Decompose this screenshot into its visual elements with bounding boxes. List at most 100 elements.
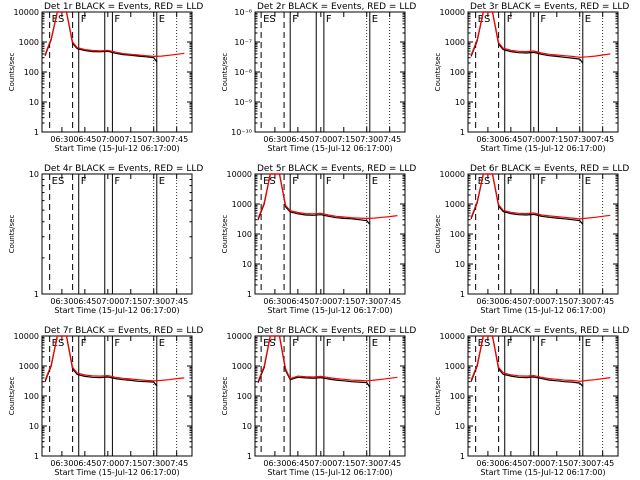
event-marker-label: F	[114, 338, 120, 349]
detector-panel-8: Det 8r BLACK = Events, RED = LLD 1 10 100 10…	[221, 326, 416, 477]
y-tick-label: 10⁻⁶	[234, 8, 252, 17]
event-marker-label: ES	[52, 176, 65, 187]
y-tick-label: 10000	[14, 8, 39, 17]
y-tick-label: 1000	[445, 200, 465, 209]
x-tick-label: 06:30	[476, 297, 499, 306]
x-tick-label: 07:00	[309, 297, 332, 306]
x-tick-label: 06:45	[73, 459, 96, 468]
plot-frame	[254, 11, 406, 133]
y-tick-label: 1000	[232, 200, 252, 209]
x-tick-label: 07:15	[119, 297, 142, 306]
detector-panel-9: Det 9r BLACK = Events, RED = LLD 1 10 100 10…	[434, 326, 629, 477]
event-marker-label: F	[507, 338, 513, 349]
y-tick-label: 10000	[440, 8, 465, 17]
event-marker-label: E	[585, 176, 591, 187]
plot-frame	[254, 335, 406, 457]
y-tick-label: 1	[34, 128, 39, 137]
y-tick-label: 1	[460, 290, 465, 299]
y-tick-label: 10	[455, 260, 465, 269]
event-marker-label: ES	[478, 176, 491, 187]
panel-title: Det 6r BLACK = Events, RED = LLD	[470, 164, 629, 174]
y-tick-label: 10	[29, 170, 39, 179]
event-marker-label: F	[507, 14, 513, 25]
x-tick-label: 06:45	[499, 459, 522, 468]
y-tick-label: 1	[34, 452, 39, 461]
x-tick-label: 07:30	[355, 297, 378, 306]
y-tick-label: 100	[24, 392, 39, 401]
y-axis-label: Counts/sec	[221, 377, 229, 416]
event-marker-label: E	[159, 14, 165, 25]
x-tick-label: 07:45	[591, 297, 614, 306]
x-tick-label: 07:45	[378, 459, 401, 468]
y-tick-label: 10⁻⁷	[234, 38, 252, 47]
x-tick-label: 07:00	[309, 135, 332, 144]
y-tick-label: 10000	[227, 332, 252, 341]
y-tick-label: 10	[455, 422, 465, 431]
x-tick-label: 06:30	[263, 459, 286, 468]
x-tick-label: 07:15	[545, 297, 568, 306]
y-axis-label: Counts/sec	[221, 215, 229, 254]
plot-frame	[467, 173, 619, 295]
y-tick-label: 10000	[14, 332, 39, 341]
x-tick-label: 07:30	[142, 135, 165, 144]
event-marker-label: ES	[263, 176, 276, 187]
x-tick-label: 06:30	[476, 135, 499, 144]
y-tick-label: 100	[450, 230, 465, 239]
event-marker-label: F	[292, 176, 298, 187]
event-marker-label: F	[507, 176, 513, 187]
y-tick-label: 100	[450, 68, 465, 77]
x-tick-label: 06:45	[73, 135, 96, 144]
panel-title: Det 1r BLACK = Events, RED = LLD	[44, 2, 203, 12]
event-marker-label: ES	[263, 338, 276, 349]
detector-panel-4: Det 4r BLACK = Events, RED = LLD 1 10 06:30…	[8, 164, 203, 315]
y-tick-label: 1000	[232, 362, 252, 371]
event-marker-label: E	[585, 338, 591, 349]
x-tick-label: 07:15	[332, 459, 355, 468]
event-marker-label: F	[326, 176, 332, 187]
y-tick-label: 10000	[440, 170, 465, 179]
x-tick-label: 06:45	[286, 297, 309, 306]
y-tick-label: 1	[247, 290, 252, 299]
lld-series-line	[470, 11, 611, 58]
y-axis-label: Counts/sec	[8, 215, 16, 254]
x-tick-label: 07:15	[332, 135, 355, 144]
y-tick-label: 100	[24, 68, 39, 77]
panel-title: Det 3r BLACK = Events, RED = LLD	[470, 2, 629, 12]
detector-panel-6: Det 6r BLACK = Events, RED = LLD 1 10 100 10…	[434, 164, 629, 315]
y-axis-label: Counts/sec	[8, 53, 16, 92]
x-tick-label: 07:00	[522, 297, 545, 306]
x-tick-label: 07:15	[332, 297, 355, 306]
x-tick-label: 06:30	[50, 459, 73, 468]
y-tick-label: 10	[29, 98, 39, 107]
x-tick-label: 07:30	[142, 297, 165, 306]
event-marker-label: F	[114, 14, 120, 25]
event-marker-label: ES	[478, 338, 491, 349]
y-axis-label: Counts/sec	[434, 53, 442, 92]
lld-series-line	[44, 335, 185, 382]
y-tick-label: 10⁻⁹	[234, 98, 252, 107]
x-tick-label: 06:30	[263, 135, 286, 144]
x-tick-label: 07:30	[568, 297, 591, 306]
panel-title: Det 8r BLACK = Events, RED = LLD	[257, 326, 416, 336]
y-axis-label: Counts/sec	[434, 377, 442, 416]
event-marker-label: F	[540, 176, 546, 187]
lld-series-line	[257, 335, 398, 382]
y-tick-label: 10	[29, 422, 39, 431]
y-tick-label: 10⁻¹⁰	[231, 128, 252, 137]
lld-series-line	[257, 173, 398, 220]
panel-title: Det 4r BLACK = Events, RED = LLD	[44, 164, 203, 174]
y-tick-label: 100	[237, 392, 252, 401]
plot-frame	[254, 173, 406, 295]
plot-frame	[467, 335, 619, 457]
y-tick-label: 1	[34, 290, 39, 299]
event-marker-label: F	[292, 338, 298, 349]
x-tick-label: 06:30	[263, 297, 286, 306]
event-marker-label: E	[159, 176, 165, 187]
event-marker-label: E	[585, 14, 591, 25]
x-tick-label: 07:15	[119, 135, 142, 144]
y-tick-label: 10000	[440, 332, 465, 341]
x-tick-label: 07:00	[96, 297, 119, 306]
x-axis-label: Start Time (15-Jul-12 06:17:00)	[54, 468, 179, 477]
event-marker-label: ES	[52, 14, 65, 25]
x-tick-label: 07:30	[355, 459, 378, 468]
